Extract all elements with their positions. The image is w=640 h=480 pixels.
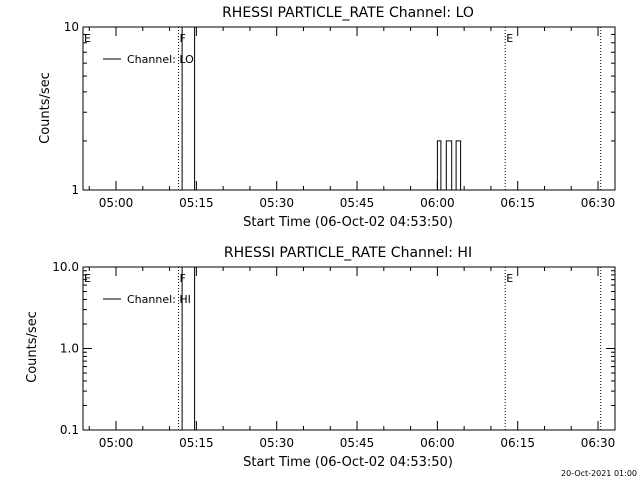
x-tick-label: 05:30 — [259, 436, 294, 450]
event-marker-label: E — [506, 272, 513, 285]
event-marker-label: E — [84, 32, 91, 45]
panel-hi-plot: 0.1 1.0 10.0 05:00 05:15 05:30 05:45 06:00 06:15… — [52, 260, 616, 450]
panel-hi-xlabel: Start Time (06-Oct-02 04:53:50) — [243, 455, 453, 470]
x-tick-label: 05:45 — [340, 196, 375, 210]
series-line — [181, 266, 196, 430]
y-tick-label: 10.0 — [52, 260, 79, 274]
y-tick-label: 10 — [64, 20, 79, 34]
y-tick-label: 1.0 — [60, 342, 79, 356]
x-tick-label: 06:00 — [420, 196, 455, 210]
x-tick-label: 05:00 — [99, 196, 134, 210]
x-tick-label: 06:15 — [500, 196, 535, 210]
event-marker-label: F — [180, 272, 186, 285]
x-tick-label: 05:15 — [179, 196, 214, 210]
x-tick-label: 05:15 — [179, 436, 214, 450]
x-tick-label: 06:30 — [581, 196, 616, 210]
y-tick-label: 0.1 — [60, 423, 79, 437]
x-tick-label: 06:30 — [581, 436, 616, 450]
x-tick-label: 05:45 — [340, 436, 375, 450]
event-marker-label: E — [84, 272, 91, 285]
y-tick-label: 1 — [71, 183, 79, 197]
panel-lo-title: RHESSI PARTICLE_RATE Channel: LO — [222, 5, 474, 21]
event-marker-label: F — [180, 32, 186, 45]
x-tick-label: 05:00 — [99, 436, 134, 450]
plot-frame — [82, 26, 616, 191]
series-line — [181, 26, 462, 191]
x-tick-label: 06:00 — [420, 436, 455, 450]
footer-timestamp: 20-Oct-2021 01:00 — [561, 469, 637, 478]
x-tick-label: 06:15 — [500, 436, 535, 450]
legend-label: Channel: LO — [127, 53, 194, 66]
panel-lo-xlabel: Start Time (06-Oct-02 04:53:50) — [243, 215, 453, 230]
panel-hi-title: RHESSI PARTICLE_RATE Channel: HI — [224, 245, 472, 261]
legend-label: Channel: HI — [127, 293, 191, 306]
event-marker-label: E — [506, 32, 513, 45]
panel-lo-ylabel: Counts/sec — [38, 72, 53, 144]
plot-frame — [82, 266, 616, 431]
panel-hi-ylabel: Counts/sec — [25, 311, 40, 383]
x-tick-label: 05:30 — [259, 196, 294, 210]
panel-lo-plot: 1 10 05:00 05:15 05:30 05:45 06:00 06:15 06:30 E F… — [64, 20, 616, 210]
